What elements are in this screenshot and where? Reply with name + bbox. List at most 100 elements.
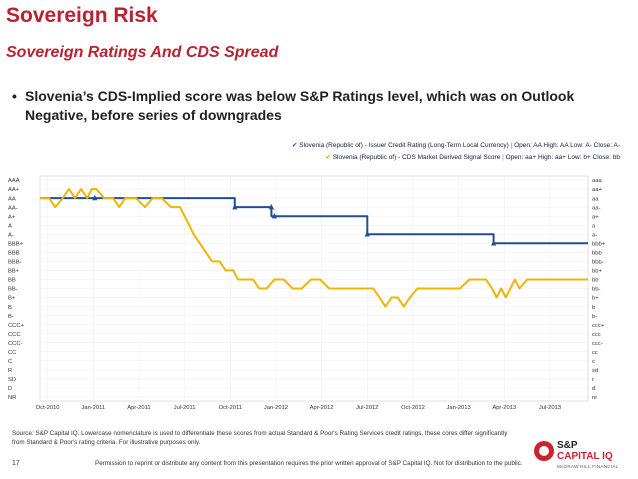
y-tick-label-left: A- (8, 232, 14, 238)
series-line (40, 188, 588, 308)
y-tick-label-right: aaa (592, 178, 602, 184)
x-tick-label: Jan-2011 (81, 405, 105, 411)
y-tick-label-right: bbb- (592, 260, 604, 266)
source-note: Source: S&P Capital IQ. Lowercase nomenc… (12, 430, 508, 446)
logo-line-2: CAPITAL IQ (557, 451, 613, 462)
x-tick-label: Apr-2012 (310, 405, 334, 411)
y-tick-label-right: c (592, 359, 595, 365)
x-tick-label: Apr-2011 (127, 405, 150, 411)
legend-label: Slovenia (Republic of) - Issuer Credit R… (299, 142, 509, 149)
y-tick-label-left: B- (8, 314, 14, 320)
y-tick-label-left: CCC+ (8, 323, 25, 329)
logo-mark-icon (534, 441, 554, 461)
y-tick-label-left: B+ (8, 296, 16, 302)
y-tick-label-right: ccc- (592, 341, 603, 347)
y-tick-label-left: BB (8, 278, 16, 284)
series-line (40, 197, 588, 245)
y-tick-label-right: cc (592, 350, 598, 356)
chart-series (40, 188, 588, 308)
logo-line-3: McGRAW HILL FINANCIAL (557, 464, 619, 469)
legend-stats: Open: aa+ High: aa+ Low: b+ Close: bb (505, 154, 620, 161)
y-tick-label-left: B (8, 305, 12, 311)
y-tick-label-right: b- (592, 314, 597, 320)
bullet-point: • Slovenia’s CDS-Implied score was below… (12, 87, 612, 125)
y-tick-label-right: b (592, 305, 595, 311)
x-tick-label: Apr-2013 (492, 405, 516, 411)
y-tick-label-left: D (8, 386, 12, 392)
logo-line-1: S&P (557, 440, 578, 451)
y-axis-left: AAAAA+AAAA-A+AA-BBB+BBBBBB-BB+BBBB-B+BB-… (8, 178, 25, 401)
y-tick-label-right: a- (592, 232, 597, 238)
y-tick-label-left: CC (8, 350, 16, 356)
y-tick-label-right: d (592, 386, 595, 392)
checkmark-icon: ✔ (325, 154, 331, 161)
legend-stats: Open: AA High: AA Low: A- Close: A- (514, 142, 620, 149)
checkmark-icon: ✔ (292, 142, 298, 149)
y-tick-label-right: ccc+ (592, 323, 605, 329)
series-marker (232, 203, 238, 210)
x-tick-label: Jul-2012 (356, 405, 378, 411)
y-tick-label-left: R (8, 368, 12, 374)
series-marker (271, 212, 278, 219)
y-tick-label-left: CCC- (8, 341, 23, 347)
y-tick-label-right: bb+ (592, 269, 602, 275)
legend-item-issuer-rating: ✔ Slovenia (Republic of) - Issuer Credit… (288, 140, 620, 152)
legend-separator: | (510, 142, 515, 149)
series-marker (268, 203, 274, 210)
chart-legend: ✔ Slovenia (Republic of) - Issuer Credit… (288, 140, 620, 164)
bullet-marker: • (12, 88, 17, 104)
y-tick-label-right: bbb (592, 251, 602, 257)
bullet-text: Slovenia’s CDS-Implied score was below S… (25, 88, 575, 123)
y-tick-label-right: aa+ (592, 187, 602, 193)
x-tick-label: Jul-2011 (174, 405, 196, 411)
y-tick-label-left: BB+ (8, 269, 20, 275)
x-axis: Oct-2010 Jan-2011 Apr-2011 Jul-2011 Oct-2011… (36, 405, 561, 411)
series-marker (491, 240, 497, 246)
x-tick-label: Oct-2010 (36, 405, 60, 411)
y-tick-label-right: ccc (592, 332, 601, 338)
sp-capital-iq-logo: S&P CAPITAL IQ McGRAW HILL FINANCIAL (534, 440, 634, 476)
page-title: Sovereign Risk (6, 4, 158, 27)
y-tick-label-right: bb- (592, 287, 600, 293)
x-tick-label: Jan-2012 (264, 405, 288, 411)
x-tick-label: Oct-2012 (401, 405, 425, 411)
page-number: 17 (12, 460, 20, 467)
y-tick-label-right: sd (592, 368, 598, 374)
y-tick-label-right: b+ (592, 296, 599, 302)
series-marker (92, 194, 98, 201)
y-tick-label-right: bb (592, 278, 598, 284)
y-tick-label-left: CCC (8, 332, 21, 338)
y-tick-label-left: NR (8, 395, 16, 401)
page-subtitle: Sovereign Ratings And CDS Spread (6, 44, 279, 61)
y-axis-right: aaaaa+aaaa-a+aa-bbb+bbbbbb-bb+bbbb-b+bb-… (592, 178, 606, 401)
disclaimer: Permission to reprint or distribute any … (95, 460, 523, 467)
x-tick-label: Jan-2013 (447, 405, 471, 411)
series-marker (364, 231, 370, 237)
y-tick-label-left: BBB (8, 251, 20, 257)
x-tick-label: Jul-2013 (539, 405, 561, 411)
y-tick-label-left: C (8, 359, 12, 365)
ratings-chart: AAAAA+AAAA-A+AA-BBB+BBBBBB-BB+BBBB-B+BB-… (8, 175, 606, 411)
y-tick-label-right: r (592, 377, 594, 383)
y-tick-label-right: nr (592, 395, 597, 401)
y-tick-label-left: BB- (8, 287, 18, 293)
y-tick-label-left: AA+ (8, 187, 20, 193)
y-tick-label-left: AA (8, 196, 16, 202)
y-tick-label-left: A (8, 223, 12, 229)
y-tick-label-right: aa (592, 196, 599, 202)
y-tick-label-right: a (592, 223, 596, 229)
legend-item-cds-score: ✔ Slovenia (Republic of) - CDS Market De… (288, 152, 620, 164)
y-tick-label-left: AAA (8, 178, 20, 184)
y-tick-label-left: AA- (8, 205, 18, 211)
y-tick-label-right: aa- (592, 205, 600, 211)
legend-separator: | (502, 154, 506, 161)
y-tick-label-left: BBB- (8, 260, 22, 266)
y-tick-label-left: A+ (8, 214, 16, 220)
chart-gridlines (39, 175, 589, 402)
y-tick-label-right: a+ (592, 214, 599, 220)
x-tick-label: Oct-2011 (219, 405, 242, 411)
legend-label: Slovenia (Republic of) - CDS Market Deri… (332, 154, 501, 161)
y-tick-label-right: bbb+ (592, 241, 606, 247)
y-tick-label-left: SD (8, 377, 16, 383)
y-tick-label-left: BBB+ (8, 241, 24, 247)
